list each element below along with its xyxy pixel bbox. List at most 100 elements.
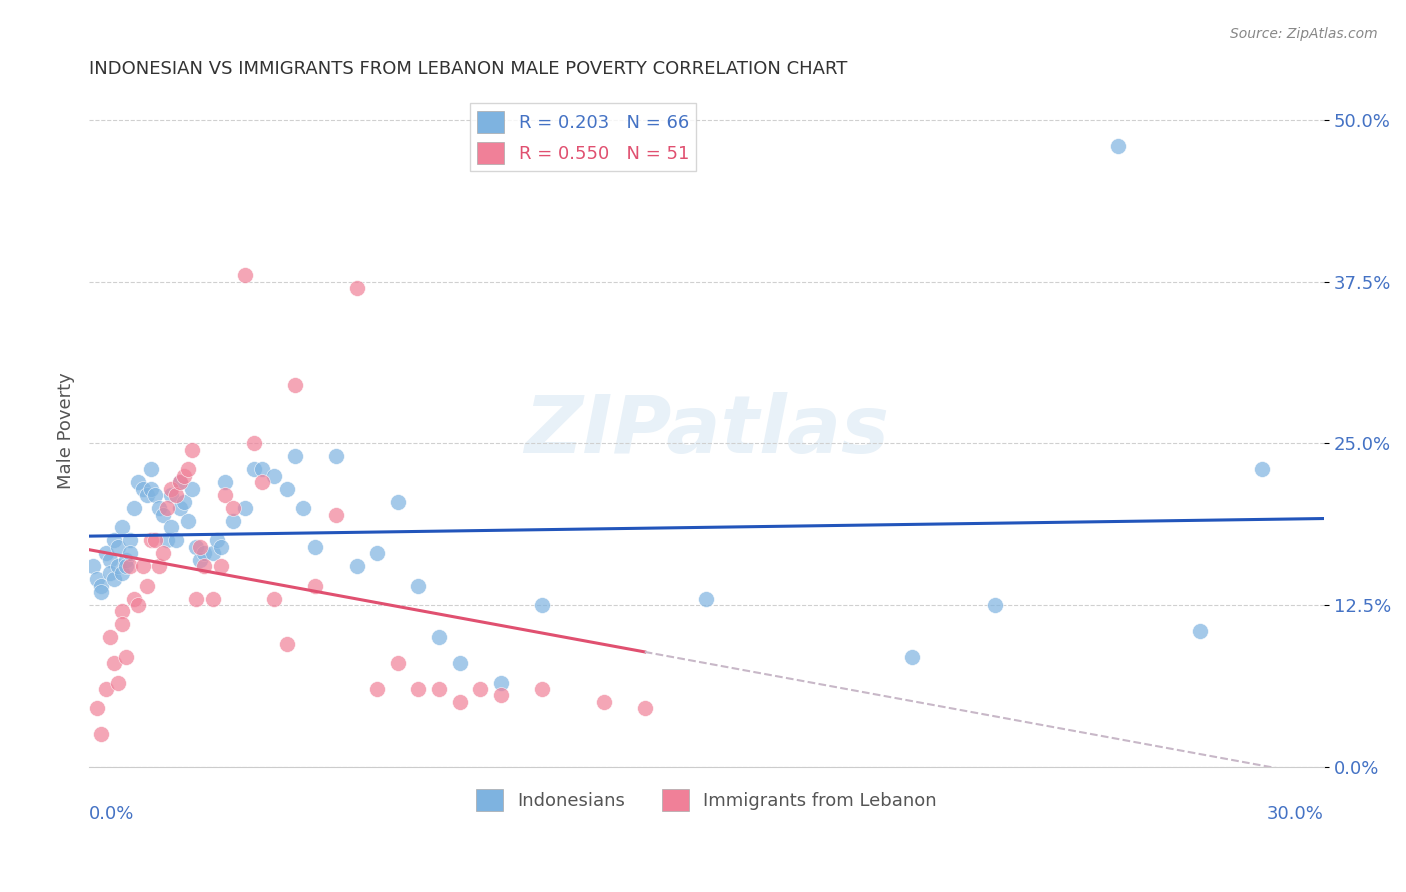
Point <box>82 559 104 574</box>
Point <box>152 546 174 560</box>
Point <box>325 508 347 522</box>
Point <box>427 630 450 644</box>
Point <box>408 681 430 696</box>
Point <box>160 482 183 496</box>
Point <box>214 475 236 490</box>
Point <box>222 501 245 516</box>
Point <box>148 559 170 574</box>
Point <box>165 488 187 502</box>
Point <box>530 681 553 696</box>
Point <box>468 681 491 696</box>
Point <box>115 649 138 664</box>
Point <box>284 450 307 464</box>
Point <box>276 637 298 651</box>
Point <box>120 546 142 560</box>
Point <box>135 488 157 502</box>
Point <box>143 533 166 548</box>
Point <box>222 514 245 528</box>
Point <box>449 656 471 670</box>
Point <box>325 450 347 464</box>
Point <box>139 462 162 476</box>
Point <box>98 553 121 567</box>
Point <box>209 540 232 554</box>
Point <box>235 268 257 283</box>
Point <box>250 462 273 476</box>
Point <box>205 533 228 548</box>
Point <box>103 656 125 670</box>
Point <box>135 579 157 593</box>
Point <box>160 488 183 502</box>
Point <box>284 378 307 392</box>
Point <box>408 579 430 593</box>
Point <box>107 675 129 690</box>
Point <box>103 533 125 548</box>
Point <box>214 488 236 502</box>
Point <box>304 579 326 593</box>
Point <box>209 559 232 574</box>
Point <box>181 442 204 457</box>
Point <box>346 559 368 574</box>
Point <box>124 591 146 606</box>
Point <box>695 591 717 606</box>
Point <box>184 591 207 606</box>
Point <box>188 540 211 554</box>
Point <box>201 546 224 560</box>
Point <box>177 462 200 476</box>
Point <box>107 540 129 554</box>
Point <box>131 482 153 496</box>
Point <box>1251 462 1274 476</box>
Point <box>173 494 195 508</box>
Text: INDONESIAN VS IMMIGRANTS FROM LEBANON MALE POVERTY CORRELATION CHART: INDONESIAN VS IMMIGRANTS FROM LEBANON MA… <box>89 60 848 78</box>
Point <box>169 475 191 490</box>
Point <box>139 482 162 496</box>
Point <box>250 475 273 490</box>
Point <box>127 598 149 612</box>
Point <box>94 546 117 560</box>
Point <box>165 533 187 548</box>
Point <box>184 540 207 554</box>
Point <box>188 553 211 567</box>
Point <box>90 585 112 599</box>
Point <box>131 559 153 574</box>
Point <box>366 681 388 696</box>
Point <box>242 462 264 476</box>
Point <box>120 533 142 548</box>
Point <box>901 649 924 664</box>
Point <box>160 520 183 534</box>
Point <box>1107 139 1129 153</box>
Point <box>489 689 512 703</box>
Point <box>346 281 368 295</box>
Point <box>201 591 224 606</box>
Point <box>1189 624 1212 638</box>
Point <box>634 701 657 715</box>
Point <box>193 559 215 574</box>
Point <box>90 727 112 741</box>
Point <box>235 501 257 516</box>
Point <box>90 579 112 593</box>
Point <box>86 701 108 715</box>
Point <box>98 630 121 644</box>
Point <box>592 695 614 709</box>
Point <box>143 488 166 502</box>
Point <box>111 566 134 580</box>
Point <box>449 695 471 709</box>
Point <box>139 533 162 548</box>
Point <box>94 681 117 696</box>
Point <box>387 494 409 508</box>
Point <box>427 681 450 696</box>
Point <box>169 475 191 490</box>
Point <box>489 675 512 690</box>
Point <box>111 520 134 534</box>
Point <box>98 566 121 580</box>
Point <box>387 656 409 670</box>
Point <box>156 501 179 516</box>
Text: ZIPatlas: ZIPatlas <box>524 392 889 469</box>
Point <box>148 501 170 516</box>
Y-axis label: Male Poverty: Male Poverty <box>58 372 75 489</box>
Point <box>86 572 108 586</box>
Point <box>263 468 285 483</box>
Point <box>242 436 264 450</box>
Point <box>530 598 553 612</box>
Point <box>263 591 285 606</box>
Text: Source: ZipAtlas.com: Source: ZipAtlas.com <box>1230 27 1378 41</box>
